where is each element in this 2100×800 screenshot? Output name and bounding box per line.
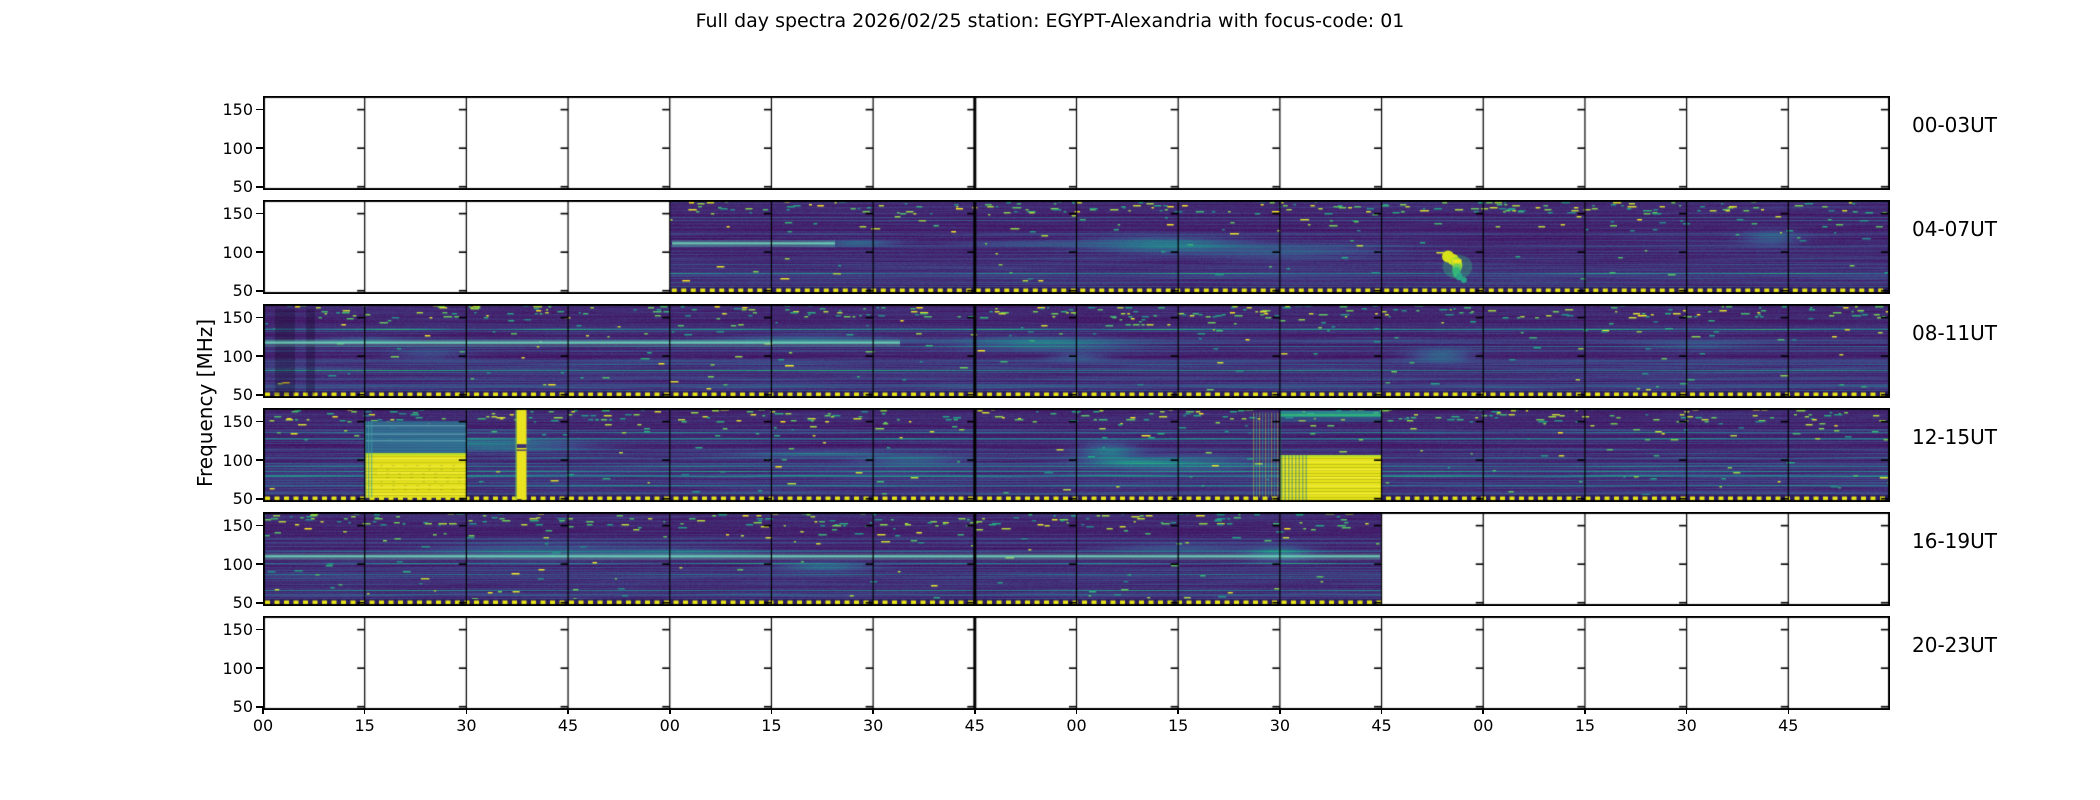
y-tick-label: 100 [222,554,253,574]
y-tick-mark [255,601,263,604]
y-tick-label: 50 [232,385,253,405]
x-tick-mark [1482,708,1485,714]
x-tick-mark [1584,708,1586,714]
y-tick-mark [255,251,263,253]
row-label: 00-03UT [1912,113,1997,137]
y-tick-mark [255,667,263,669]
y-tick-label: 150 [222,620,253,640]
x-tick-label: 15 [1168,716,1189,735]
y-tick-label: 50 [232,593,253,613]
y-tick-mark [255,524,263,527]
y-tick-label: 100 [222,658,253,678]
x-tick-label: 00 [1473,716,1494,735]
x-tick-label: 30 [862,716,884,735]
spectrogram-row-2 [263,304,1890,398]
x-tick-mark [465,708,468,714]
x-tick-mark [1075,708,1078,714]
x-tick-mark [567,708,569,714]
x-tick-label: 30 [1269,716,1291,735]
x-tick-mark [363,708,366,714]
y-tick-label: 100 [222,242,253,262]
x-tick-mark [1279,708,1281,714]
y-tick-mark [255,705,263,708]
y-tick-label: 150 [222,308,253,328]
spectrogram-row-1 [263,200,1890,294]
row-label: 04-07UT [1912,217,1997,241]
y-tick-mark [255,420,263,423]
x-tick-mark [974,708,976,714]
x-tick-mark [1380,708,1383,714]
x-tick-mark [1685,708,1688,714]
x-tick-mark [668,708,671,714]
row-label: 08-11UT [1912,321,1997,345]
y-tick-label: 150 [222,100,253,120]
x-tick-label: 45 [964,716,985,735]
y-tick-label: 100 [222,450,253,470]
y-tick-label: 50 [232,281,253,301]
y-tick-label: 150 [222,516,253,536]
x-tick-label: 15 [761,716,782,735]
y-tick-label: 150 [222,204,253,224]
x-tick-label: 45 [1371,716,1392,735]
y-tick-label: 50 [232,489,253,509]
y-tick-mark [255,147,263,149]
spectrogram-row-3 [263,408,1890,502]
spectrogram-row-5 [263,616,1890,710]
x-tick-label: 15 [354,716,375,735]
x-tick-label: 30 [1676,716,1697,735]
y-tick-mark [255,563,263,565]
x-tick-mark [1787,708,1790,714]
row-label: 16-19UT [1912,529,1997,553]
x-tick-label: 45 [557,716,579,735]
y-tick-mark [255,289,263,292]
y-tick-label: 100 [222,138,253,158]
y-tick-mark [255,108,263,111]
y-tick-mark [255,355,263,357]
x-tick-mark [872,708,874,714]
y-tick-mark [255,212,263,215]
x-tick-label: 45 [1778,716,1799,735]
y-tick-mark [255,497,263,500]
x-tick-label: 00 [252,716,274,735]
y-tick-label: 50 [232,697,253,717]
y-tick-mark [255,459,263,461]
y-tick-mark [255,628,263,631]
spectrogram-row-0 [263,96,1890,190]
x-tick-mark [770,708,773,714]
y-tick-mark [255,316,263,319]
row-label: 20-23UT [1912,633,1997,657]
x-tick-label: 30 [456,716,477,735]
x-tick-label: 00 [1066,716,1087,735]
x-tick-label: 00 [659,716,680,735]
x-tick-label: 15 [1574,716,1596,735]
spectrogram-row-4 [263,512,1890,606]
row-label: 12-15UT [1912,425,1997,449]
y-tick-mark [255,185,263,188]
y-tick-label: 100 [222,346,253,366]
x-tick-mark [1177,708,1179,714]
plot-title: Full day spectra 2026/02/25 station: EGY… [695,10,1405,32]
y-tick-mark [255,393,263,396]
x-tick-mark [262,708,264,714]
y-tick-label: 50 [232,177,253,197]
y-tick-label: 150 [222,412,253,432]
